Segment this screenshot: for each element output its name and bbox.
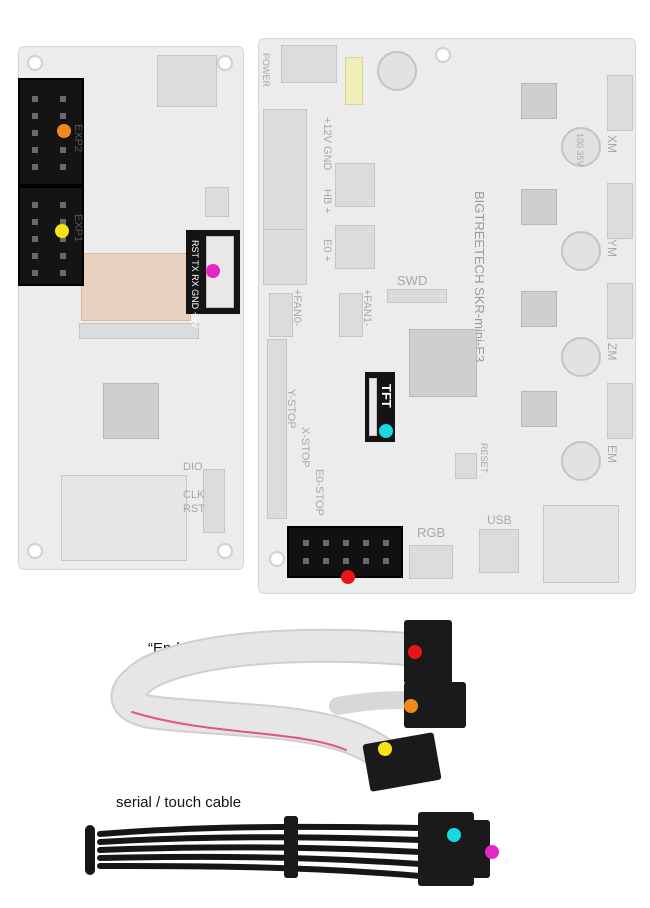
- mosfet: [335, 163, 375, 207]
- rgb-header: [409, 545, 453, 579]
- stepper-driver: [521, 83, 557, 119]
- capacitor: [561, 441, 601, 481]
- serial-header-box: [186, 230, 240, 314]
- main-mcu: [409, 329, 477, 397]
- mounting-hole: [217, 55, 233, 71]
- yellow-marker: [55, 224, 69, 238]
- sd-card-slot: [61, 475, 187, 561]
- stepper-driver: [521, 291, 557, 327]
- fan-header: [269, 293, 293, 337]
- exp1-connector: [18, 186, 84, 286]
- motor-connector-z: [607, 283, 633, 339]
- mounting-hole: [435, 47, 451, 63]
- mounting-hole: [27, 55, 43, 71]
- serial-cable-caption: serial / touch cable: [116, 794, 242, 811]
- ribbon-flex-cable: [81, 253, 191, 321]
- capacitor: [377, 51, 417, 91]
- usb-label: USB: [487, 513, 512, 527]
- mcu-chip: [103, 383, 159, 439]
- magenta-marker: [206, 264, 220, 278]
- serial-cable-connector-tip: [470, 820, 490, 878]
- stepper-driver: [521, 391, 557, 427]
- reset-button: [455, 453, 477, 479]
- stop-header: [267, 339, 287, 519]
- orange-marker: [404, 699, 418, 713]
- red-marker: [341, 570, 355, 584]
- exp2-connector: [18, 78, 84, 186]
- motor-connector-y: [607, 183, 633, 239]
- mounting-hole: [217, 543, 233, 559]
- tft-header: [369, 378, 377, 436]
- motor-connector-e: [607, 383, 633, 439]
- capacitor: [561, 231, 601, 271]
- mounting-hole: [27, 543, 43, 559]
- serial-cable-connector: [418, 812, 474, 886]
- cyan-marker: [379, 424, 393, 438]
- jst-connector: [205, 187, 229, 217]
- capacitor: [561, 337, 601, 377]
- silk-label: RST: [183, 503, 205, 515]
- swd-label: SWD: [397, 273, 428, 288]
- fuse: [345, 57, 363, 105]
- mosfet: [335, 225, 375, 269]
- capacitor: [561, 127, 601, 167]
- red-marker: [408, 645, 422, 659]
- rgb-label: RGB: [417, 525, 446, 540]
- mounting-hole: [269, 551, 285, 567]
- mainboard: POWER +12V GND HB + E0 + +FAN0- +FAN1- Z…: [258, 38, 636, 594]
- motor-connector-x: [607, 75, 633, 131]
- cyan-marker: [447, 828, 461, 842]
- usb-port: [479, 529, 519, 573]
- cable-tie: [284, 816, 298, 878]
- magenta-marker: [485, 845, 499, 859]
- orange-marker: [57, 124, 71, 138]
- silk-label: CLK: [183, 489, 205, 501]
- power-terminal: [281, 45, 337, 83]
- usb-a-port: [157, 55, 217, 107]
- fan-header: [339, 293, 363, 337]
- silk-label: DIO: [183, 461, 203, 473]
- screw-terminal: [263, 229, 307, 285]
- jst-connector: [203, 469, 225, 533]
- sd-card-slot: [543, 505, 619, 583]
- flex-connector: [79, 323, 199, 339]
- yellow-marker: [378, 742, 392, 756]
- swd-header: [387, 289, 447, 303]
- stepper-driver: [521, 189, 557, 225]
